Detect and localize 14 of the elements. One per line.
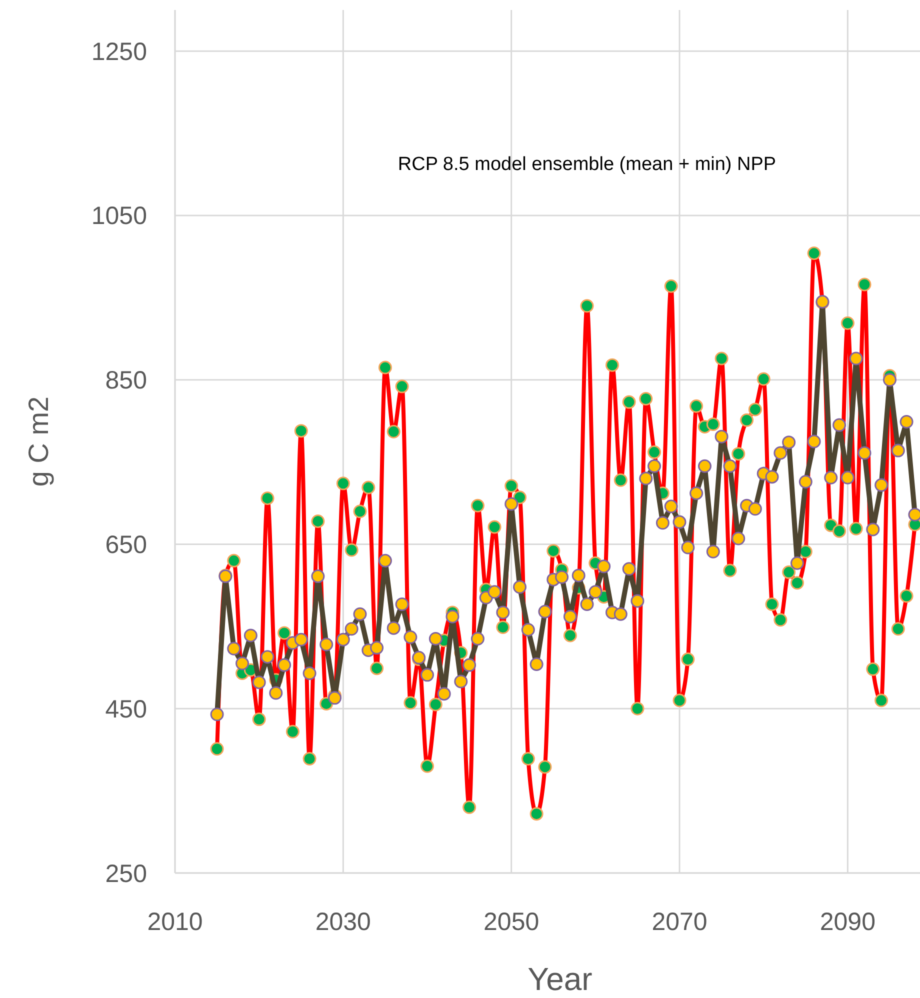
x-tick-label: 2090 — [820, 908, 876, 936]
x-tick-label: 2010 — [147, 908, 203, 936]
y-tick-label: 250 — [105, 860, 147, 888]
x-tick-label: 2050 — [484, 908, 540, 936]
y-tick-label: 650 — [105, 530, 147, 559]
x-tick-label: 2070 — [652, 908, 708, 936]
y-tick-label: 850 — [105, 366, 147, 395]
x-tick-label: 2030 — [315, 908, 371, 936]
text: RCP 8.5 model ensemble (mean + min) NPP — [398, 154, 776, 175]
y-tick-label: 1250 — [91, 38, 147, 66]
y-axis-title: g C m2 — [23, 396, 54, 487]
y-tick-label: 1050 — [91, 202, 147, 230]
y-tick-label: 450 — [105, 695, 147, 724]
x-axis-title: Year — [528, 961, 593, 997]
